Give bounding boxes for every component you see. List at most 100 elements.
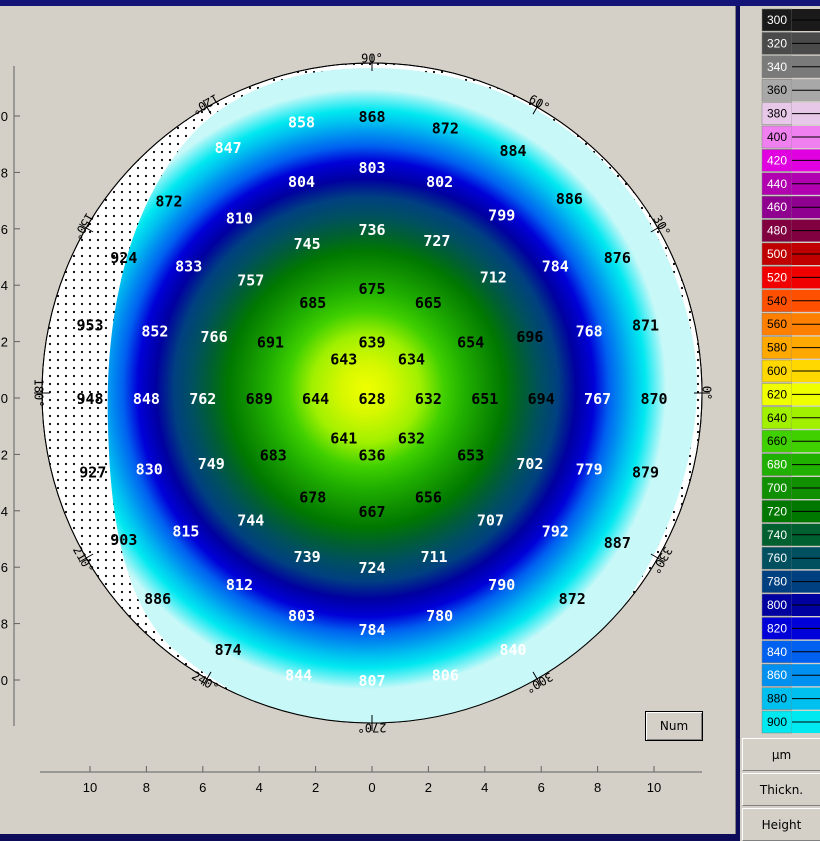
thickness-value: 727 [423,232,450,250]
scale-label: 660 [767,434,787,448]
angle-tick [79,223,94,233]
thickness-value: 807 [358,672,385,690]
scale-entry: 480 [761,219,820,242]
thickness-value: 736 [358,221,385,239]
unit-button[interactable]: µm [742,738,820,771]
thickness-value: 879 [632,463,659,481]
thickness-value: 634 [398,351,425,369]
thickness-value: 871 [632,317,659,335]
thickness-button[interactable]: Thickn. [742,773,820,806]
scale-label: 580 [767,341,787,355]
thickness-value: 886 [556,190,583,208]
scale-label: 360 [767,83,787,97]
scale-label: 460 [767,200,787,214]
thickness-value: 641 [330,429,357,447]
scale-entry: 440 [761,172,820,196]
scale-label: 760 [767,551,787,565]
height-button[interactable]: Height [742,808,820,841]
x-tick-label: 10 [647,780,661,795]
x-tick-label: 6 [538,780,545,795]
scale-label: 500 [767,247,787,261]
angle-tick [532,100,542,115]
scale-label: 620 [767,387,787,401]
thickness-value: 766 [201,328,228,346]
thickness-value: 784 [358,621,385,639]
angle-tick [202,100,212,115]
thickness-value: 685 [299,294,326,312]
y-tick-label: 4 [1,504,8,519]
thickness-value: 762 [189,390,216,408]
scale-label: 780 [767,575,787,589]
angle-tick [650,223,665,233]
thickness-value: 803 [288,607,315,625]
num-button[interactable]: Num [645,711,703,741]
x-tick-label: 8 [143,780,150,795]
y-tick-label: 6 [1,222,8,237]
thickness-value: 784 [542,257,569,275]
thickness-value: 694 [528,390,555,408]
thickness-value: 924 [110,249,137,267]
scale-entry: 820 [761,617,820,640]
thickness-value: 903 [110,531,137,549]
scale-entry: 460 [761,195,820,219]
scale-entry: 860 [761,663,820,687]
thickness-value: 872 [559,590,586,608]
thickness-value: 678 [299,489,326,507]
thickness-value: 749 [198,455,225,473]
thickness-value: 868 [358,108,385,126]
thickness-value: 632 [398,429,425,447]
scale-entry: 540 [761,289,820,313]
scale-label: 540 [767,294,787,308]
angle-tick [202,671,212,686]
thickness-value: 779 [576,461,603,479]
scale-entry: 740 [761,523,820,547]
scale-label: 600 [767,364,787,378]
x-tick-label: 8 [594,780,601,795]
scale-entry: 660 [761,429,820,453]
thickness-value: 683 [260,446,287,464]
angle-tick [79,553,94,563]
scale-entry: 420 [761,149,820,172]
y-tick-label: 0 [1,109,8,124]
thickness-value: 812 [226,576,253,594]
bottom-border [0,834,740,841]
scale-label: 880 [767,692,787,706]
thickness-value: 844 [285,666,312,684]
thickness-value: 639 [358,334,385,352]
thickness-value: 654 [457,334,484,352]
scale-label: 480 [767,224,787,238]
thickness-value: 768 [576,322,603,340]
thickness-value: 802 [426,173,453,191]
color-scale-panel: 300 320 340 360 380 400 420 440 460 480 500 520 540 5… [740,6,820,841]
thickness-value: 696 [516,328,543,346]
thickness-value: 667 [358,503,385,521]
scale-label: 680 [767,458,787,472]
scale-label: 400 [767,130,787,144]
y-tick-label: 2 [1,335,8,350]
thickness-value: 780 [426,607,453,625]
scale-label: 840 [767,645,787,659]
scale-label: 320 [767,36,787,50]
scale-entry: 640 [761,406,820,430]
thickness-value: 653 [457,446,484,464]
scale-entry: 760 [761,546,820,570]
thickness-value: 804 [288,173,315,191]
scale-entry: 400 [761,125,820,149]
thickness-value: 790 [488,576,515,594]
thickness-value: 702 [516,455,543,473]
x-tick-label: 4 [256,780,263,795]
scale-entry: 880 [761,687,820,710]
thickness-value: 870 [640,390,667,408]
thickness-value: 815 [172,523,199,541]
angle-label: 270° [358,721,387,735]
x-tick-label: 4 [481,780,488,795]
x-tick-label: 2 [312,780,319,795]
thickness-value: 628 [358,390,385,408]
thickness-value: 953 [76,317,103,335]
angle-tick [532,671,542,686]
thickness-value: 847 [215,139,242,157]
y-tick-label: 0 [1,673,8,688]
y-tick-label: 8 [1,617,8,632]
